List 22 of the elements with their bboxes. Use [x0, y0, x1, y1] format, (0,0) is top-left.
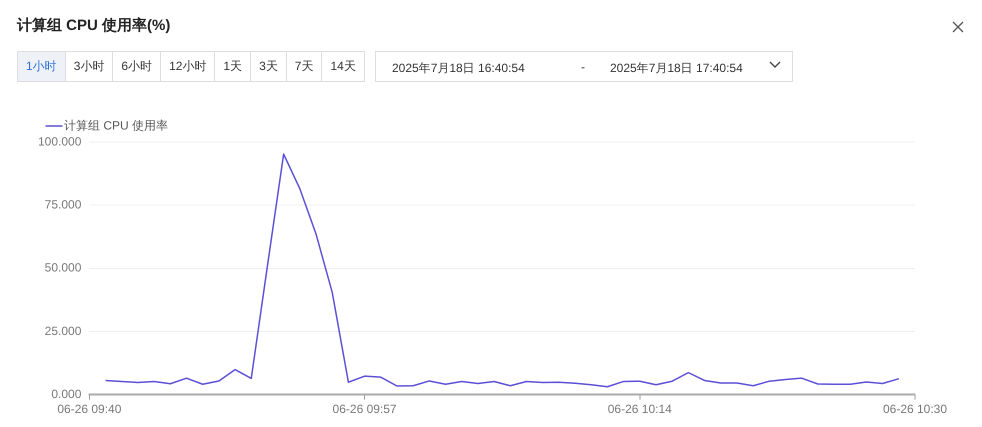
- text: 12小时: [160, 52, 214, 81]
- text: 1天: [214, 52, 250, 81]
- text: 7天: [286, 52, 322, 81]
- legend-label: 计算组 CPU 使用率: [64, 118, 168, 132]
- y-tick-label: 100.000: [38, 134, 82, 148]
- text: 6小时: [112, 52, 160, 81]
- text: 2025年7月18日 17:40:54: [610, 60, 743, 77]
- y-tick-label: 50.000: [44, 260, 82, 275]
- y-tick-label: 75.000: [44, 197, 82, 212]
- y-tick-label: 0.000: [51, 386, 82, 401]
- y-tick-label: 25.000: [44, 324, 82, 338]
- text: 3小时: [64, 52, 112, 81]
- x-tick-label: 06-26 10:30: [882, 402, 948, 416]
- text: 14天: [321, 52, 364, 81]
- chart-title: 计算组 CPU 使用率(%): [17, 16, 170, 35]
- x-tick-label: 06-26 09:57: [332, 402, 397, 416]
- text: 3天: [250, 52, 286, 81]
- text: 1小时: [18, 52, 65, 81]
- x-tick-label: 06-26 09:40: [57, 402, 122, 416]
- text: 2025年7月18日 16:40:54: [392, 60, 525, 77]
- text: -: [581, 60, 585, 74]
- x-tick-label: 06-26 10:14: [608, 402, 672, 416]
